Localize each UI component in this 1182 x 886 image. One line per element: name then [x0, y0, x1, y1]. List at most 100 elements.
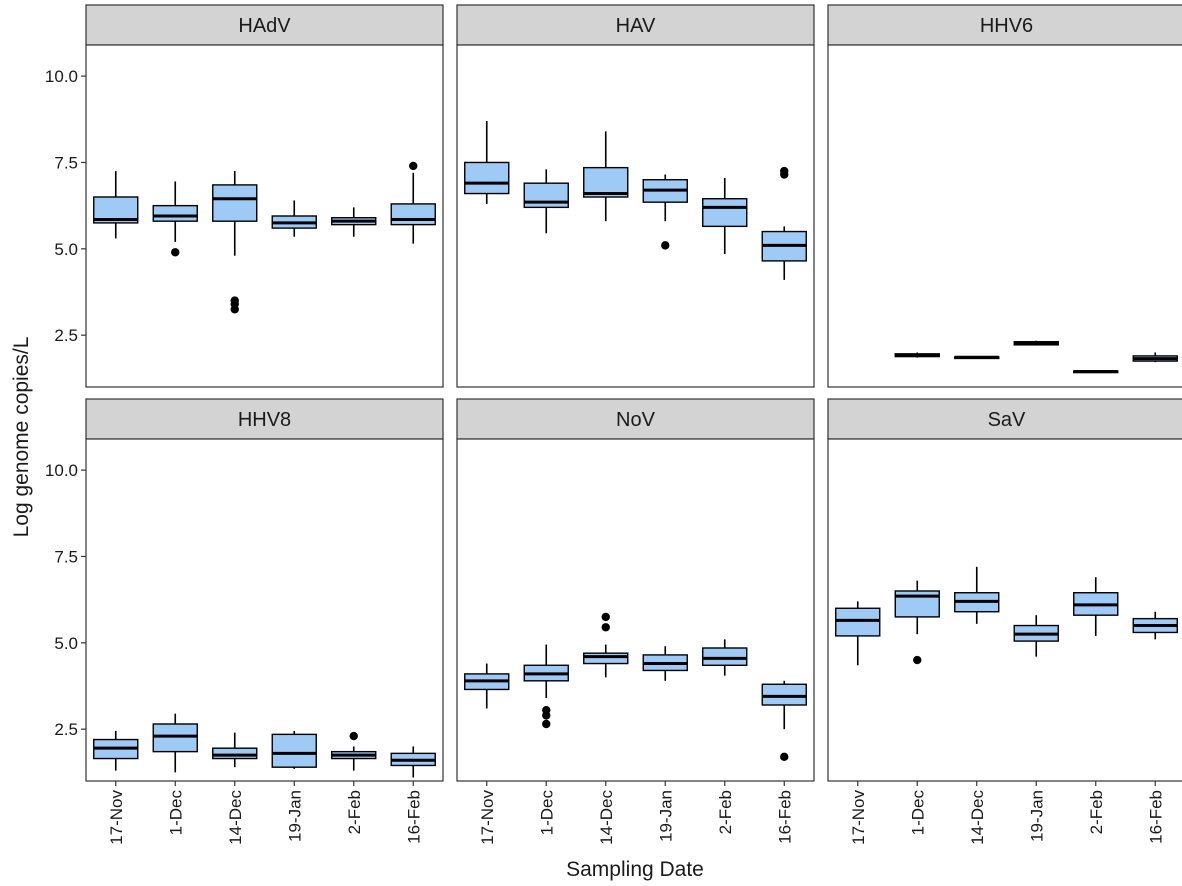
box-body [390, 203, 436, 226]
x-axis-title: Sampling Date [566, 858, 704, 881]
panel-border [456, 44, 815, 388]
facet-panel-sav: SaV 17-Nov 1-Dec 14-Dec 19-Jan 2-Feb 16-Feb [827, 398, 1182, 845]
box-1-dec [152, 713, 198, 773]
y-tick-label: 7.5 [54, 547, 78, 566]
x-tick-label: 2-Feb [345, 790, 364, 834]
box-17-nov [93, 730, 139, 771]
x-tick-label: 17-Nov [107, 790, 126, 845]
y-tick-label: 10.0 [45, 461, 78, 480]
y-tick-label: 2.5 [54, 720, 78, 739]
box-1-dec [523, 169, 569, 234]
panel-border [85, 438, 444, 782]
facet-strip-label: NoV [616, 409, 656, 431]
box-14-dec [212, 732, 258, 768]
panel-border [85, 44, 444, 388]
facet-strip-label: HAdV [238, 15, 291, 37]
outlier-point [780, 752, 789, 762]
facet-strip [456, 4, 815, 46]
box-16-feb [761, 166, 807, 280]
outlier-point [349, 731, 358, 741]
outlier-point [780, 166, 789, 176]
x-tick-label: 1-Dec [166, 790, 185, 836]
box-body [761, 683, 807, 706]
outlier-point [409, 161, 418, 171]
facet-panels: HAdV 2.5 5.0 7.5 10.0 HAV HHV6 HHV8 2.5 5.0 7.5 10.… [45, 4, 1182, 845]
box-17-nov [835, 601, 881, 666]
x-tick-label: 14-Dec [226, 790, 245, 845]
outlier-point [230, 296, 239, 305]
facet-strip [85, 398, 444, 440]
box-body [835, 607, 881, 637]
facet-panel-hhv8: HHV8 2.5 5.0 7.5 10.0 17-Nov 1-Dec 14-Dec 19-Jan… [45, 398, 444, 845]
box-body [523, 182, 569, 209]
outlier-point [601, 612, 610, 622]
facet-strip [827, 4, 1182, 46]
box-19-jan [1013, 340, 1059, 346]
facet-panel-hadv: HAdV 2.5 5.0 7.5 10.0 [45, 4, 444, 388]
y-axis-title: Log genome copies/L [10, 337, 33, 538]
outlier-point [542, 705, 551, 715]
box-body [702, 647, 748, 666]
box-1-dec [152, 181, 198, 257]
x-tick-label: 2-Feb [716, 790, 735, 834]
box-body [702, 198, 748, 228]
box-14-dec [583, 131, 629, 222]
facet-strip [85, 4, 444, 46]
x-tick-label: 2-Feb [1087, 790, 1106, 834]
facet-strip-label: HAV [616, 15, 656, 37]
facet-strip-label: HHV6 [980, 15, 1033, 37]
box-17-nov [464, 663, 510, 709]
panel-border [827, 438, 1182, 782]
x-tick-label: 19-Jan [285, 790, 304, 842]
box-body [583, 652, 629, 665]
panel-border [456, 438, 815, 782]
x-tick-label: 17-Nov [478, 790, 497, 845]
box-14-dec [583, 612, 629, 678]
x-tick-label: 14-Dec [968, 790, 987, 845]
box-1-dec [894, 580, 940, 665]
box-body [152, 204, 198, 222]
box-16-feb [1132, 611, 1178, 640]
box-2-feb [331, 731, 377, 771]
box-17-nov [93, 171, 139, 239]
box-19-jan [1013, 615, 1059, 657]
x-tick-label: 19-Jan [1027, 790, 1046, 842]
box-body [271, 733, 317, 768]
box-19-jan [642, 646, 688, 681]
box-1-dec [894, 352, 940, 358]
outlier-point [661, 241, 670, 250]
facet-panel-hav: HAV [456, 4, 815, 388]
facet-strip [827, 398, 1182, 440]
x-tick-label: 17-Nov [849, 790, 868, 845]
box-2-feb [331, 207, 377, 237]
box-14-dec [954, 355, 1000, 360]
y-tick-label: 2.5 [54, 326, 78, 345]
outlier-point [542, 719, 551, 729]
box-body [212, 184, 258, 222]
y-tick-label: 5.0 [54, 634, 78, 653]
x-tick-label: 16-Feb [1146, 790, 1165, 844]
facet-strip [456, 398, 815, 440]
y-tick-label: 7.5 [54, 153, 78, 172]
x-tick-label: 16-Feb [775, 790, 794, 844]
outlier-point [601, 623, 610, 632]
box-19-jan [271, 200, 317, 237]
box-body [212, 747, 258, 760]
facet-strip-label: HHV8 [238, 409, 291, 431]
box-16-feb [390, 746, 436, 778]
box-14-dec [212, 171, 258, 314]
box-2-feb [702, 178, 748, 254]
box-14-dec [954, 566, 1000, 624]
box-body [152, 723, 198, 753]
x-tick-label: 16-Feb [404, 790, 423, 844]
box-1-dec [523, 644, 569, 729]
box-19-jan [271, 730, 317, 769]
box-16-feb [1132, 352, 1178, 363]
y-tick-label: 10.0 [45, 67, 78, 86]
x-tick-label: 14-Dec [597, 790, 616, 845]
box-16-feb [761, 680, 807, 762]
outlier-point [171, 248, 180, 257]
y-tick-label: 5.0 [54, 240, 78, 259]
box-2-feb [1073, 369, 1119, 374]
